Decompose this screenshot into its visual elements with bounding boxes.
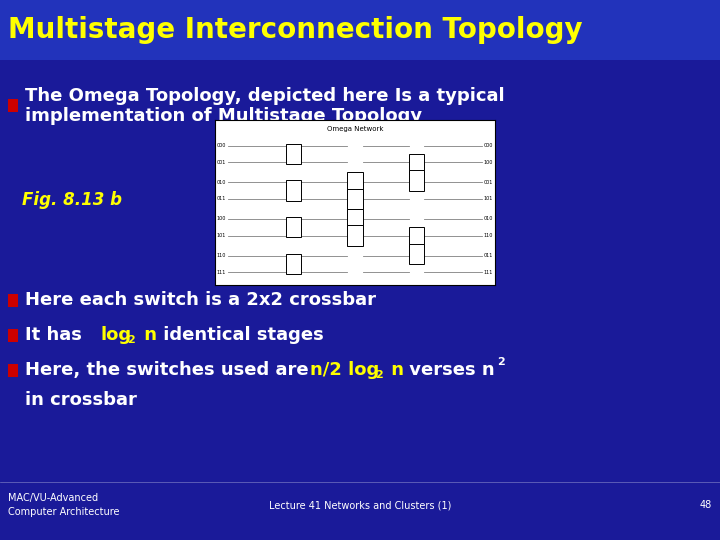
Text: Omega Network: Omega Network	[327, 126, 383, 132]
Text: 010: 010	[484, 217, 493, 221]
Text: identical stages: identical stages	[157, 326, 324, 344]
Text: 101: 101	[217, 233, 226, 238]
Text: log: log	[100, 326, 131, 344]
Bar	[409, 171, 424, 191]
Bar	[286, 217, 301, 238]
Text: 100: 100	[484, 160, 493, 165]
Text: The Omega Topology, depicted here Is a typical: The Omega Topology, depicted here Is a t…	[25, 87, 505, 105]
Text: n/2 log: n/2 log	[310, 361, 379, 379]
Text: 010: 010	[217, 180, 226, 185]
Text: Multistage Interconnection Topology: Multistage Interconnection Topology	[8, 16, 582, 44]
Bar	[8, 294, 18, 307]
Text: 101: 101	[484, 197, 493, 201]
Text: 000: 000	[484, 143, 493, 148]
Text: MAC/VU-Advanced
Computer Architecture: MAC/VU-Advanced Computer Architecture	[8, 494, 120, 517]
Text: 000: 000	[217, 143, 226, 148]
Bar	[409, 244, 424, 264]
Text: 2: 2	[497, 357, 505, 367]
Bar	[286, 144, 301, 164]
Text: 011: 011	[217, 197, 226, 201]
Text: Here, the switches used are: Here, the switches used are	[25, 361, 315, 379]
Bar	[8, 328, 18, 341]
Bar	[286, 180, 301, 201]
Bar	[286, 254, 301, 274]
Text: 011: 011	[484, 253, 493, 258]
Text: 110: 110	[217, 253, 226, 258]
Bar	[347, 189, 363, 209]
Bar	[347, 209, 363, 229]
Bar	[8, 98, 18, 111]
Text: 100: 100	[217, 217, 226, 221]
Text: 111: 111	[484, 269, 493, 275]
Text: n: n	[138, 326, 157, 344]
Text: 2: 2	[375, 370, 383, 380]
Text: It has: It has	[25, 326, 88, 344]
Bar	[347, 172, 363, 192]
Bar	[347, 225, 363, 246]
Bar	[409, 154, 424, 174]
Text: verses n: verses n	[403, 361, 495, 379]
Text: 48: 48	[700, 500, 712, 510]
Text: 001: 001	[217, 160, 226, 165]
Text: in crossbar: in crossbar	[25, 391, 137, 409]
Text: 001: 001	[484, 180, 493, 185]
Text: n: n	[385, 361, 404, 379]
Text: 2: 2	[127, 335, 135, 345]
Text: Lecture 41 Networks and Clusters (1): Lecture 41 Networks and Clusters (1)	[269, 500, 451, 510]
Bar	[409, 227, 424, 247]
Text: 110: 110	[484, 233, 493, 238]
Bar	[0, 0, 720, 60]
Text: 111: 111	[217, 269, 226, 275]
Bar	[8, 363, 18, 376]
Text: implementation of Multistage Topology: implementation of Multistage Topology	[25, 107, 422, 125]
Text: Fig. 8.13 b: Fig. 8.13 b	[22, 191, 122, 209]
Text: Here each switch is a 2x2 crossbar: Here each switch is a 2x2 crossbar	[25, 291, 376, 309]
